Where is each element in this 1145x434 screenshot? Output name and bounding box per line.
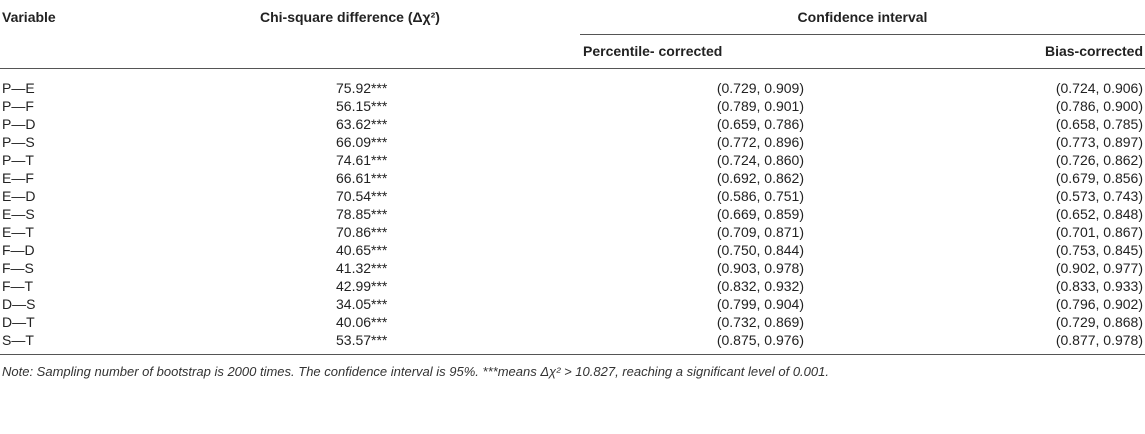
cell-chi-square: 63.62*** (336, 116, 388, 132)
cell-percentile: (0.709, 0.871) (716, 224, 804, 240)
header-bias: Bias-corrected (1044, 43, 1143, 59)
cell-percentile: (0.903, 0.978) (716, 260, 804, 276)
cell-percentile: (0.659, 0.786) (716, 116, 804, 132)
cell-chi-square: 56.15*** (336, 98, 388, 114)
cell-percentile: (0.724, 0.860) (716, 152, 804, 168)
cell-chi-square: 40.65*** (336, 242, 388, 258)
header-chi-square: Chi-square difference (Δχ²) (260, 9, 440, 25)
cell-bias: (0.902, 0.977) (1055, 260, 1143, 276)
rule (0, 68, 1145, 69)
cell-chi-square: 42.99*** (336, 278, 388, 294)
cell-chi-square: 40.06*** (336, 314, 388, 330)
cell-chi-square: 74.61*** (336, 152, 388, 168)
cell-bias: (0.877, 0.978) (1055, 332, 1143, 348)
cell-bias: (0.773, 0.897) (1055, 134, 1143, 150)
header-confidence-interval: Confidence interval (797, 9, 928, 25)
cell-bias: (0.833, 0.933) (1055, 278, 1143, 294)
cell-variable: P—D (2, 116, 36, 132)
cell-percentile: (0.832, 0.932) (716, 278, 804, 294)
cell-variable: E—F (2, 170, 34, 186)
cell-variable: E—D (2, 188, 36, 204)
cell-chi-square: 75.92*** (336, 80, 388, 96)
cell-percentile: (0.799, 0.904) (716, 296, 804, 312)
cell-chi-square: 70.86*** (336, 224, 388, 240)
cell-variable: P—S (2, 134, 35, 150)
cell-bias: (0.753, 0.845) (1055, 242, 1143, 258)
cell-variable: F—S (2, 260, 34, 276)
cell-percentile: (0.586, 0.751) (716, 188, 804, 204)
cell-chi-square: 34.05*** (336, 296, 388, 312)
cell-bias: (0.573, 0.743) (1055, 188, 1143, 204)
cell-chi-square: 53.57*** (336, 332, 388, 348)
cell-bias: (0.796, 0.902) (1055, 296, 1143, 312)
cell-percentile: (0.772, 0.896) (716, 134, 804, 150)
table-note: Note: Sampling number of bootstrap is 20… (2, 364, 829, 379)
cell-variable: E—S (2, 206, 35, 222)
cell-bias: (0.786, 0.900) (1055, 98, 1143, 114)
cell-variable: D—T (2, 314, 35, 330)
cell-percentile: (0.789, 0.901) (716, 98, 804, 114)
cell-variable: P—T (2, 152, 34, 168)
cell-chi-square: 70.54*** (336, 188, 388, 204)
cell-variable: F—D (2, 242, 35, 258)
cell-percentile: (0.750, 0.844) (716, 242, 804, 258)
header-percentile: Percentile- corrected (583, 43, 723, 59)
cell-variable: D—S (2, 296, 36, 312)
cell-variable: P—E (2, 80, 35, 96)
cell-percentile: (0.669, 0.859) (716, 206, 804, 222)
cell-variable: F—T (2, 278, 34, 294)
cell-variable: S—T (2, 332, 34, 348)
cell-bias: (0.679, 0.856) (1055, 170, 1143, 186)
cell-percentile: (0.692, 0.862) (716, 170, 804, 186)
cell-bias: (0.701, 0.867) (1055, 224, 1143, 240)
cell-chi-square: 66.09*** (336, 134, 388, 150)
rule (0, 354, 1145, 355)
cell-bias: (0.658, 0.785) (1055, 116, 1143, 132)
header-variable: Variable (2, 9, 56, 25)
cell-chi-square: 66.61*** (336, 170, 388, 186)
cell-percentile: (0.875, 0.976) (716, 332, 804, 348)
cell-variable: P—F (2, 98, 34, 114)
cell-chi-square: 78.85*** (336, 206, 388, 222)
cell-bias: (0.652, 0.848) (1055, 206, 1143, 222)
cell-bias: (0.724, 0.906) (1055, 80, 1143, 96)
cell-variable: E—T (2, 224, 34, 240)
cell-chi-square: 41.32*** (336, 260, 388, 276)
cell-percentile: (0.732, 0.869) (716, 314, 804, 330)
rule (580, 34, 1145, 35)
cell-bias: (0.729, 0.868) (1055, 314, 1143, 330)
cell-bias: (0.726, 0.862) (1055, 152, 1143, 168)
cell-percentile: (0.729, 0.909) (716, 80, 804, 96)
